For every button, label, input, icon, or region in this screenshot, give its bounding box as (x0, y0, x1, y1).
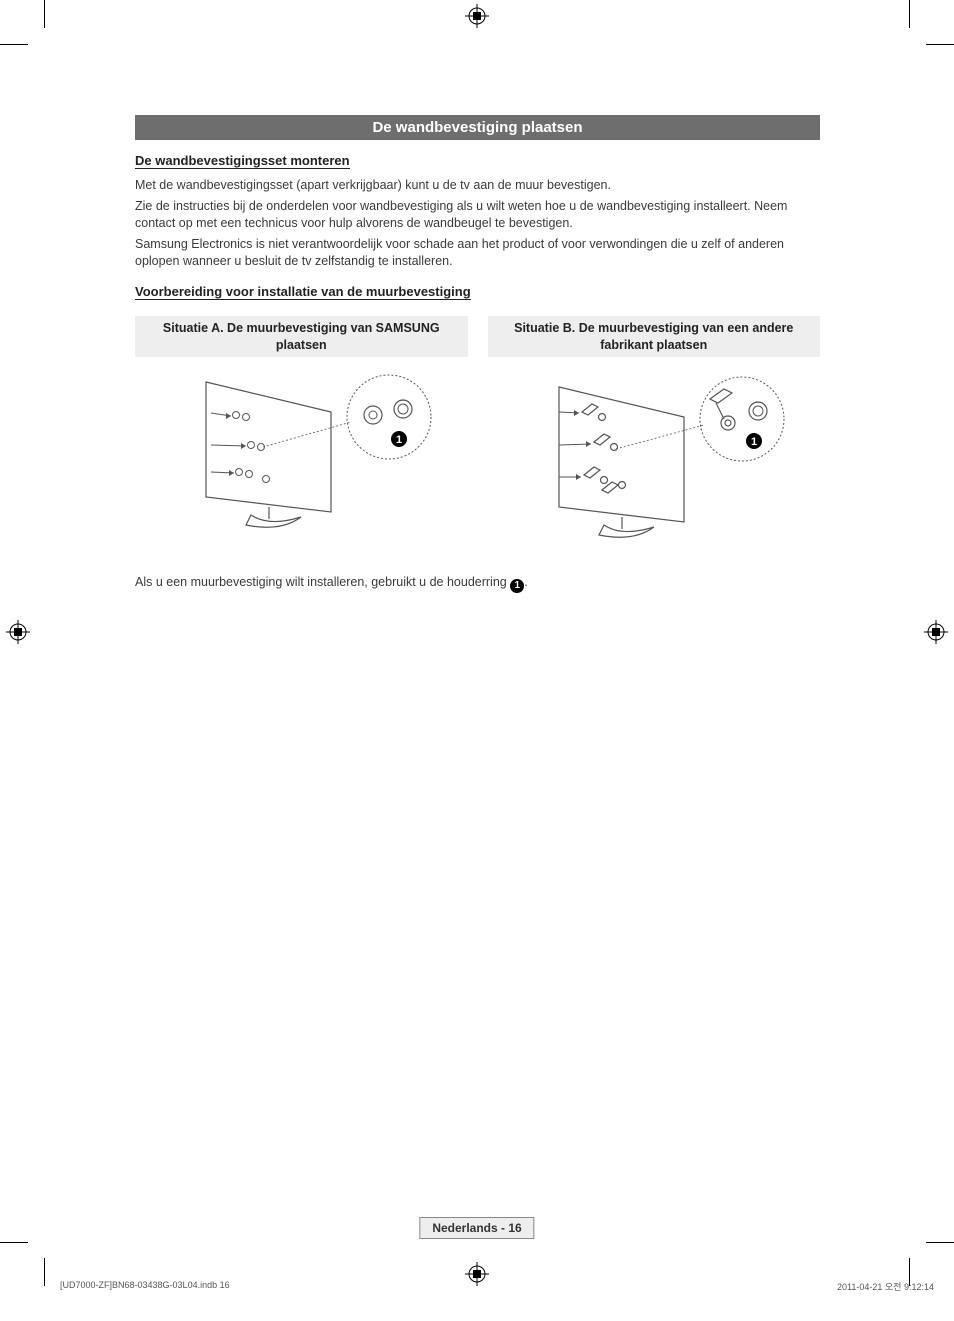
heading-preparation: Voorbereiding voor installatie van de mu… (135, 284, 471, 300)
paragraph-2: Zie de instructies bij de onderdelen voo… (135, 198, 820, 232)
heading-mount-set: De wandbevestigingsset monteren (135, 153, 350, 169)
situation-b-header: Situatie B. De muurbevestiging van een a… (488, 316, 821, 357)
situation-a-header: Situatie A. De muurbevestiging van SAMSU… (135, 316, 468, 357)
paragraph-1: Met de wandbevestigingsset (apart verkri… (135, 177, 820, 194)
reg-mark-left (6, 620, 30, 644)
situation-columns: Situatie A. De muurbevestiging van SAMSU… (135, 316, 820, 562)
svg-text:1: 1 (751, 436, 757, 448)
caption-post: . (524, 575, 527, 589)
caption-text: Als u een muurbevestiging wilt installer… (135, 574, 820, 593)
paragraph-3: Samsung Electronics is niet verantwoorde… (135, 236, 820, 270)
crop-bot-left-h (0, 1242, 28, 1243)
reg-mark-right (924, 620, 948, 644)
section-title: De wandbevestiging plaatsen (135, 115, 820, 140)
crop-top-right-v (909, 0, 910, 28)
caption-pre: Als u een muurbevestiging wilt installer… (135, 575, 510, 589)
crop-bot-right-h (926, 1242, 954, 1243)
situation-b-column: Situatie B. De muurbevestiging van een a… (488, 316, 821, 562)
crop-top-right-h (926, 44, 954, 45)
reg-mark-top (465, 4, 489, 28)
situation-b-illustration: 1 (488, 357, 821, 562)
situation-a-illustration: 1 (135, 357, 468, 552)
situation-a-column: Situatie A. De muurbevestiging van SAMSU… (135, 316, 468, 562)
caption-number-icon: 1 (510, 579, 524, 593)
reg-mark-bottom (465, 1262, 489, 1286)
footer-page-badge: Nederlands - 16 (419, 1217, 534, 1239)
footer-file-info: [UD7000-ZF]BN68-03438G-03L04.indb 16 (60, 1280, 230, 1290)
crop-bot-left-v (44, 1258, 45, 1286)
crop-top-left-v (44, 0, 45, 28)
crop-top-left-h (0, 44, 28, 45)
svg-text:1: 1 (396, 434, 402, 446)
footer-timestamp: 2011-04-21 오전 9:12:14 (837, 1280, 934, 1293)
page-content: De wandbevestiging plaatsen De wandbeves… (135, 115, 820, 593)
